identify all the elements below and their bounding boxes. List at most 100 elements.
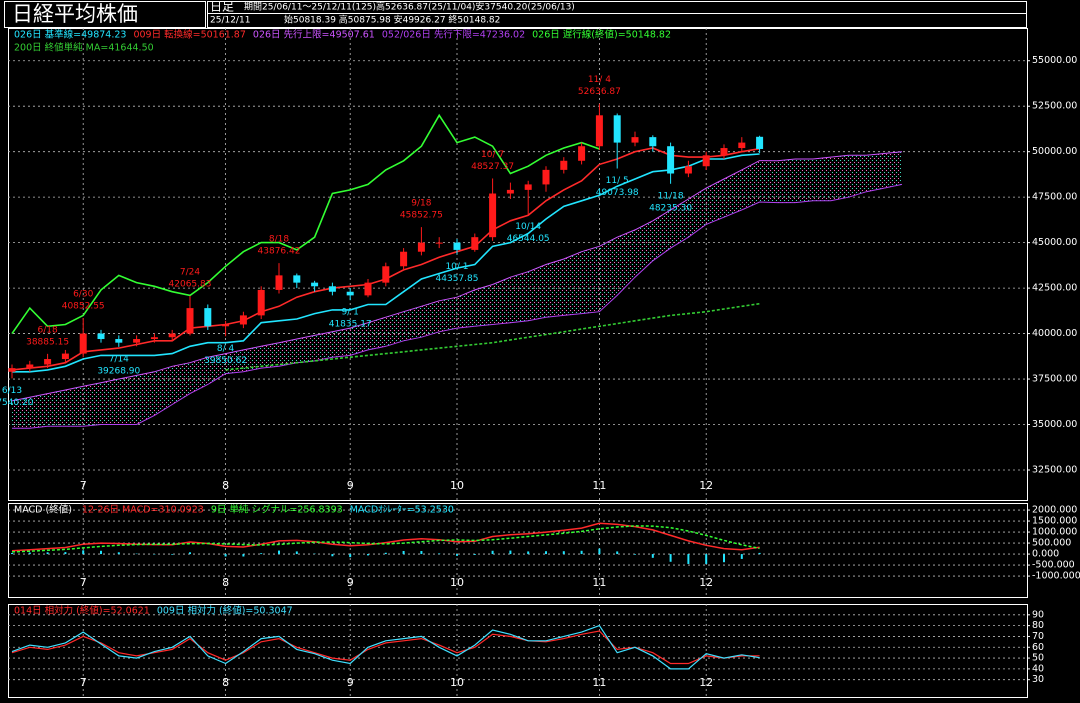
- y-tick-label: 42500.00: [1032, 283, 1077, 294]
- annotation-value: 45852.75: [400, 211, 443, 221]
- histogram-bar: [278, 550, 280, 555]
- candle-body: [382, 266, 390, 283]
- histogram-bar: [349, 554, 352, 558]
- y-tick-label: 40: [1032, 663, 1044, 674]
- histogram-bar: [117, 552, 120, 555]
- candle-body: [293, 275, 301, 283]
- annotation-date: 6/13: [2, 386, 22, 396]
- annotation-date: 7/24: [180, 267, 200, 277]
- candle-body: [8, 368, 16, 372]
- histogram-bar: [367, 554, 369, 556]
- y-tick-label: 2000.000: [1032, 505, 1077, 516]
- histogram-bar: [331, 554, 334, 557]
- y-tick-label: 47500.00: [1032, 192, 1077, 203]
- legend-entry: MACDｵｼﾚｰﾀｰ=53.2530: [350, 505, 454, 516]
- y-tick-label: 1000.000: [1032, 527, 1077, 538]
- y-tick-label: 32500.00: [1032, 464, 1077, 475]
- candle-body: [79, 333, 87, 354]
- x-tick-label: 12: [699, 676, 713, 689]
- x-tick-label: 10: [450, 479, 464, 492]
- histogram-bar: [634, 554, 636, 555]
- y-tick-label: 37500.00: [1032, 374, 1077, 385]
- candle-body: [168, 333, 176, 338]
- legend-entry: 12-26日 MACD=310.0923: [82, 505, 204, 516]
- candle-body: [133, 339, 141, 343]
- candle-body: [44, 359, 52, 365]
- panel-frame: [8, 28, 1028, 501]
- candle-body: [524, 184, 532, 190]
- histogram-bar: [473, 554, 476, 555]
- annotation-date: 9/18: [411, 199, 431, 209]
- annotation-date: 7/14: [109, 354, 129, 364]
- legend-entry: 009日 転換線=50161.87: [133, 29, 245, 41]
- x-tick-label: 11: [592, 479, 606, 492]
- candle-body: [204, 308, 212, 327]
- candle-body: [720, 148, 728, 156]
- histogram-bar: [527, 551, 530, 555]
- annotation-date: 10/14: [515, 222, 541, 232]
- title: 日経平均株価: [12, 2, 138, 26]
- histogram-bar: [171, 554, 174, 555]
- legend-entry: 014日 相対力 (終値)=52.0621: [14, 605, 150, 617]
- annotation-value: 48527.37: [471, 162, 514, 172]
- histogram-bar: [491, 550, 494, 555]
- candle-body: [275, 275, 283, 290]
- histogram-bar: [420, 550, 423, 555]
- y-tick-label: 500.000: [1032, 538, 1071, 549]
- y-tick-label: 90: [1032, 609, 1044, 620]
- line-series: [11, 151, 903, 402]
- panel-frame: [8, 604, 1028, 698]
- annotation-date: 11/18: [658, 191, 684, 201]
- annotation-value: 40852.55: [62, 302, 105, 312]
- histogram-bar: [687, 554, 690, 564]
- candle-body: [150, 337, 158, 340]
- y-tick-label: -500.000: [1032, 560, 1075, 571]
- candle-body: [649, 137, 657, 147]
- histogram-bar: [509, 550, 512, 555]
- x-tick-label: 8: [222, 576, 229, 589]
- histogram-bar: [224, 554, 227, 557]
- histogram-bar: [705, 554, 708, 564]
- annotation-date: 11/ 4: [588, 75, 611, 85]
- candle-body: [667, 146, 675, 174]
- candle-body: [684, 166, 692, 174]
- x-tick-label: 7: [80, 479, 87, 492]
- annotation-date: 8/18: [269, 235, 289, 245]
- candle-body: [506, 189, 514, 194]
- line-series: [11, 113, 600, 335]
- candle-body: [435, 242, 443, 244]
- x-tick-label: 9: [347, 676, 354, 689]
- annotation-value: 49073.98: [596, 188, 639, 198]
- histogram-bar: [758, 552, 761, 555]
- histogram-bar: [598, 548, 601, 555]
- line-series: [12, 183, 903, 429]
- candle-body: [239, 315, 247, 325]
- candle-body: [756, 136, 764, 149]
- y-tick-label: 40000.00: [1032, 328, 1077, 339]
- panel-title: MACD (終値): [14, 504, 72, 516]
- histogram-bar: [384, 552, 387, 555]
- y-tick-label: 30: [1032, 674, 1044, 685]
- candle-body: [453, 242, 461, 250]
- legend-entry: 026日 先行上限=49507.61: [253, 29, 375, 41]
- candle-body: [328, 286, 336, 292]
- info-box: [207, 1, 1027, 28]
- y-tick-label: 52500.00: [1032, 101, 1077, 112]
- legend-entry: 052/026日 先行下限=47236.02: [382, 29, 525, 41]
- y-tick-label: 60: [1032, 642, 1044, 653]
- candle-body: [489, 193, 497, 238]
- annotation-value: 39268.90: [97, 366, 140, 376]
- histogram-bar: [189, 552, 191, 555]
- annotation-value: 39850.62: [204, 356, 247, 366]
- histogram-bar: [242, 554, 245, 557]
- candle-body: [560, 160, 568, 170]
- annotation-value: 37540.20: [0, 398, 34, 408]
- histogram-bar: [545, 551, 547, 555]
- candle-body: [471, 237, 479, 250]
- y-tick-label: 70: [1032, 631, 1044, 642]
- x-tick-label: 12: [699, 479, 713, 492]
- candle-body: [186, 308, 194, 334]
- annotation-date: 10/ 7: [481, 150, 504, 160]
- y-tick-label: -1000.000: [1032, 571, 1080, 582]
